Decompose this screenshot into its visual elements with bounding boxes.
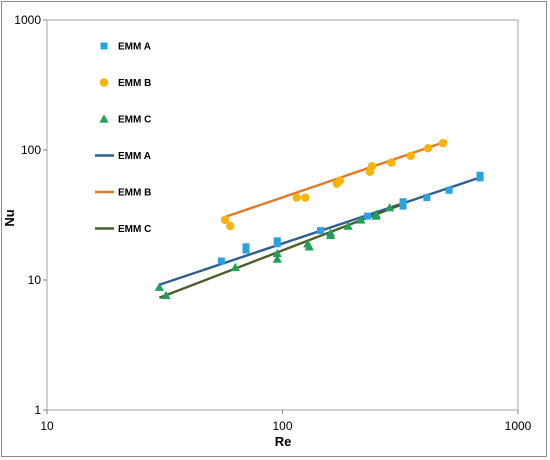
emm-a-point	[273, 237, 281, 245]
y-tick-label: 1000	[14, 13, 41, 27]
emm-c-point	[385, 203, 395, 212]
emm-c-point	[161, 290, 171, 300]
emm-a-point	[364, 212, 372, 220]
legend-entry-label: EMM B	[118, 188, 151, 199]
emm-b-point	[301, 193, 310, 202]
legend-entry-label: EMM C	[118, 224, 151, 235]
emm-c-point	[325, 228, 336, 237]
emm-b-point	[292, 193, 301, 202]
fit-line-layer	[158, 140, 482, 299]
emm-a-point	[445, 186, 453, 194]
emm-c-point	[154, 282, 164, 291]
x-axis-label: Re	[275, 434, 292, 449]
emm-c-point	[371, 209, 381, 219]
emm-a-point	[242, 243, 250, 251]
emm-b-point	[406, 151, 415, 161]
emm-a-point	[476, 171, 484, 179]
legend: EMM A EMM B EMM C EMM A EMM B EMM C	[95, 42, 151, 235]
emm-a-point	[423, 194, 431, 202]
y-tick-label: 100	[21, 143, 41, 157]
emm-c-point	[356, 215, 366, 224]
emm-a-point	[317, 227, 325, 235]
emm-a-point	[217, 257, 225, 265]
emm-a-point	[399, 198, 407, 206]
y-axis-label: Nu	[2, 209, 17, 226]
emm-b-point	[220, 215, 230, 225]
emm-b-point	[423, 144, 433, 153]
emm-b-point	[226, 221, 235, 231]
legend-entry-label: EMM A	[118, 42, 151, 53]
emm-c-point	[343, 221, 353, 230]
legend-emm-c-swatch	[99, 114, 109, 123]
emm-c-point	[272, 254, 282, 263]
x-tick-label: 1000	[505, 419, 532, 433]
tick-layer: 10 100 1000 1 10 100 1000	[14, 13, 531, 433]
emm-c-point	[230, 262, 240, 272]
emm-b-point	[367, 162, 377, 171]
marker-layer	[154, 138, 484, 300]
emm-b-point	[335, 176, 344, 185]
emm-a-point	[399, 202, 407, 210]
legend-entry-label: EMM B	[118, 78, 151, 89]
emm-b-point	[387, 158, 396, 167]
x-tick-label: 100	[272, 419, 292, 433]
legend-emm-b-swatch	[99, 78, 109, 87]
y-tick-label: 10	[28, 273, 42, 287]
x-tick-label: 10	[40, 419, 54, 433]
legend-entry-label: EMM C	[118, 115, 151, 126]
emm-b-point	[438, 138, 448, 148]
legend-entry-label: EMM A	[118, 151, 151, 162]
emm-c-point	[272, 248, 282, 258]
legend-emm-a-swatch	[100, 42, 108, 50]
y-tick-label: 1	[34, 403, 41, 417]
emm-c-point	[304, 242, 314, 251]
